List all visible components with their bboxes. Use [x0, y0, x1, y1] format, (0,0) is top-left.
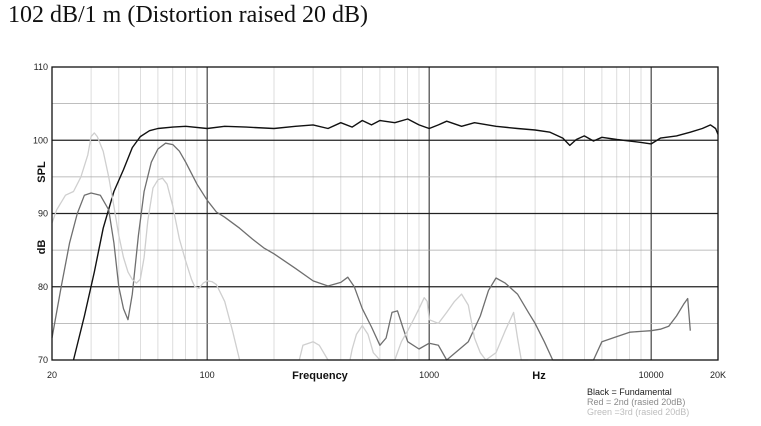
plot-frame — [51, 66, 719, 361]
legend-entry: Green =3rd (rasied 20dB) — [587, 407, 689, 417]
y-tick-label: 90 — [38, 209, 48, 219]
y-tick-label: 110 — [34, 62, 48, 72]
y-axis-unit: dB — [36, 240, 48, 255]
tick-labels: 20 100 1000 10000 20K 70 80 90 100 110 — [33, 62, 726, 380]
y-tick-label: 70 — [38, 355, 48, 365]
y-axis-label: SPL — [36, 161, 48, 183]
grid — [51, 67, 719, 360]
chart-title: 102 dB/1 m (Distortion raised 20 dB) — [8, 2, 368, 28]
x-tick-label: 10000 — [639, 370, 664, 380]
y-tick-label: 100 — [33, 135, 48, 145]
x-tick-label: 100 — [200, 370, 215, 380]
x-tick-label: 20 — [47, 370, 57, 380]
y-tick-label: 80 — [38, 282, 48, 292]
x-axis-label: Frequency — [292, 370, 349, 382]
series-line-3 — [51, 132, 529, 361]
series-line-1 — [72, 118, 719, 361]
x-axis-unit: Hz — [532, 370, 546, 382]
legend-entry: Red = 2nd (rasied 20dB) — [587, 397, 685, 407]
x-tick-label: 20K — [710, 370, 726, 380]
legend-entry: Black = Fundamental — [587, 387, 672, 397]
x-tick-label: 1000 — [419, 370, 439, 380]
